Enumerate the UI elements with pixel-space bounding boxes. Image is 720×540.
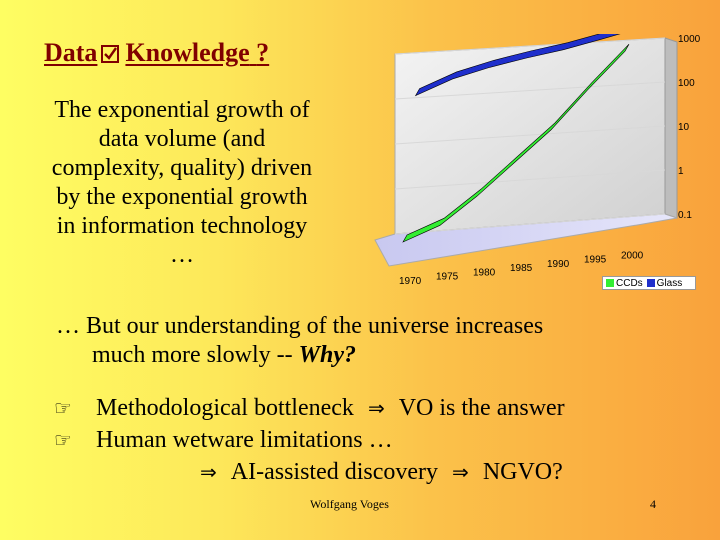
legend-item-ccds: CCDs (606, 278, 643, 289)
bullet-subitem: ⇒ AI-assisted discovery ⇒ NGVO? (54, 456, 565, 488)
intro-line: … (170, 242, 194, 268)
intro-line: by the exponential growth (56, 184, 308, 210)
checkbox-checked-icon (101, 40, 120, 70)
title-word-data: Data (44, 38, 98, 67)
chart-side-wall (664, 37, 678, 219)
y-tick-label: 100 (678, 78, 695, 89)
chart-frame (374, 37, 678, 267)
y-tick-label: 1 (678, 166, 684, 177)
series-ribbon-glass (414, 34, 621, 97)
x-tick-label: 1980 (473, 267, 496, 278)
y-tick-labels: 0.1 1 10 100 1000 (678, 34, 701, 221)
x-tick-label: 1990 (547, 259, 570, 270)
title-word-knowledge: Knowledge (125, 38, 250, 67)
implies-arrow-icon: ⇒ (200, 460, 217, 484)
question-line-2: much more slowly -- Why? (56, 341, 696, 370)
gridline (394, 125, 666, 145)
y-tick-label: 0.1 (678, 210, 692, 221)
title-question-mark: ? (256, 38, 270, 67)
legend-swatch-glass (646, 279, 655, 287)
bullet-list: ☞ Methodological bottleneck ⇒ VO is the … (54, 392, 565, 488)
legend-label-ccds: CCDs (616, 277, 643, 289)
bullet-text: Human wetware limitations … (96, 427, 393, 453)
chart-legend: CCDs Glass (602, 276, 696, 290)
gridline (394, 169, 666, 190)
legend-item-glass: Glass (646, 277, 683, 289)
question-line-2-prefix: much more slowly -- (92, 342, 299, 368)
intro-line: data volume (and (98, 126, 266, 152)
gridline (394, 213, 666, 235)
legend-label-glass: Glass (656, 277, 683, 289)
chart-back-wall (394, 37, 666, 235)
intro-text: The exponential growth of data volume (a… (20, 96, 344, 270)
intro-line: complexity, quality) driven (51, 155, 313, 181)
gridline (394, 81, 666, 100)
x-tick-label: 1995 (584, 255, 607, 266)
x-tick-labels: 1970 1975 1980 1985 1990 1995 2000 (399, 250, 644, 287)
question-text: … But our understanding of the universe … (56, 312, 696, 370)
y-tick-label: 10 (678, 122, 690, 133)
legend-swatch-ccds (606, 279, 614, 287)
question-line-1: … But our understanding of the universe … (56, 313, 544, 339)
bullet-text: Methodological bottleneck (96, 395, 354, 421)
gridline (394, 37, 666, 55)
footer-author: Wolfgang Voges (310, 497, 389, 511)
chart-gridlines (394, 37, 666, 235)
x-tick-label: 1975 (436, 272, 459, 283)
bullet-text: AI-assisted discovery (230, 459, 439, 485)
x-tick-label: 2000 (621, 250, 644, 261)
intro-line: The exponential growth of (54, 97, 310, 123)
bullet-result: NGVO? (482, 459, 563, 485)
bullet-result: VO is the answer (398, 395, 565, 421)
question-why: Why? (298, 342, 356, 368)
x-tick-label: 1985 (510, 263, 533, 274)
y-tick-label: 1000 (678, 34, 701, 45)
growth-chart: 0.1 1 10 100 1000 1970 1975 1980 1985 1990 1995 20… (374, 34, 701, 287)
pointing-hand-icon: ☞ (54, 428, 72, 452)
chart-series (402, 34, 630, 243)
slide-title: Data Knowledge ? (44, 38, 269, 70)
x-tick-label: 1970 (399, 276, 422, 287)
implies-arrow-icon: ⇒ (367, 396, 385, 420)
bullet-item: ☞ Methodological bottleneck ⇒ VO is the … (54, 392, 565, 424)
series-ribbon-ccds (402, 43, 630, 243)
implies-arrow-icon: ⇒ (452, 460, 469, 484)
page-number: 4 (650, 497, 656, 511)
intro-line: in information technology (56, 213, 308, 239)
pointing-hand-icon: ☞ (54, 396, 72, 420)
bullet-item: ☞ Human wetware limitations … (54, 424, 565, 456)
